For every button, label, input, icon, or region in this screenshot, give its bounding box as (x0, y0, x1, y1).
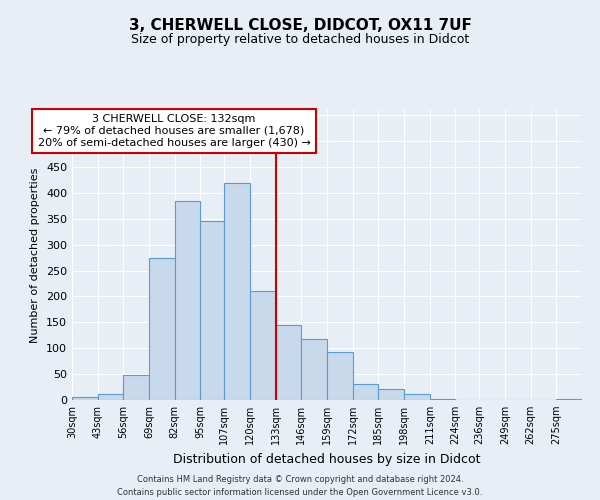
Bar (98, 394, 124, 400)
Bar (72, 398, 98, 400)
Text: 3 CHERWELL CLOSE: 132sqm
← 79% of detached houses are smaller (1,678)
20% of sem: 3 CHERWELL CLOSE: 132sqm ← 79% of detach… (38, 114, 310, 148)
Text: 3, CHERWELL CLOSE, DIDCOT, OX11 7UF: 3, CHERWELL CLOSE, DIDCOT, OX11 7UF (128, 18, 472, 32)
X-axis label: Distribution of detached houses by size in Didcot: Distribution of detached houses by size … (173, 452, 481, 466)
Y-axis label: Number of detached properties: Number of detached properties (31, 168, 40, 342)
Text: Size of property relative to detached houses in Didcot: Size of property relative to detached ho… (131, 32, 469, 46)
Bar (275, 325, 301, 400)
Bar (250, 291, 275, 400)
Bar (327, 352, 353, 400)
Bar (149, 258, 175, 400)
Bar (200, 222, 224, 400)
Bar (175, 200, 200, 400)
Text: Contains public sector information licensed under the Open Government Licence v3: Contains public sector information licen… (118, 488, 482, 497)
Bar (556, 399, 582, 400)
Bar (379, 388, 404, 400)
Bar (224, 182, 250, 400)
Bar (430, 399, 455, 400)
Bar (124, 375, 149, 400)
Bar (404, 394, 430, 400)
Bar (353, 384, 379, 400)
Text: Contains HM Land Registry data © Crown copyright and database right 2024.: Contains HM Land Registry data © Crown c… (137, 476, 463, 484)
Bar (301, 339, 327, 400)
